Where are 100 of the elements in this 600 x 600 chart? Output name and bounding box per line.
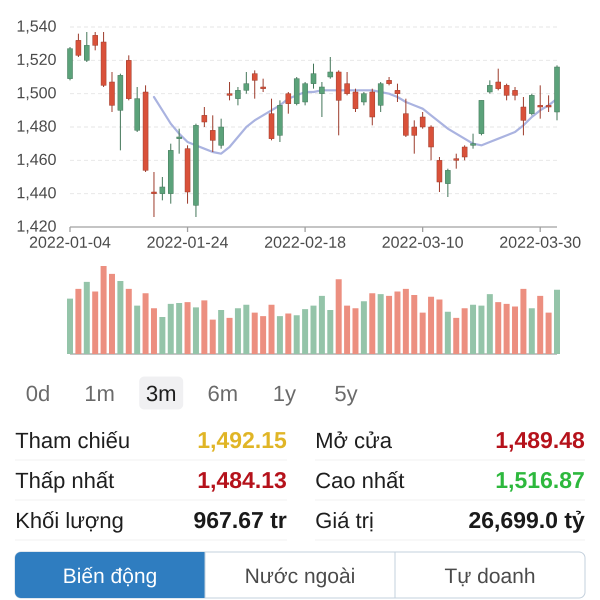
bar — [394, 292, 400, 354]
candlestick — [512, 86, 518, 101]
text: 26,699.0 tỷ — [469, 510, 585, 533]
candlestick — [344, 72, 350, 96]
candlestick — [504, 83, 510, 101]
category-label: Giá trị — [316, 512, 372, 532]
bar — [453, 318, 460, 354]
candlestick — [235, 86, 241, 106]
bar — [470, 304, 476, 354]
category-label: 3m — [146, 386, 176, 402]
bar — [176, 302, 182, 354]
bar — [478, 306, 484, 354]
bar — [294, 315, 300, 354]
bar — [168, 304, 174, 354]
bar — [444, 312, 451, 354]
bar — [75, 288, 82, 354]
bar — [234, 308, 241, 354]
candlestick — [529, 93, 535, 116]
candlestick — [244, 72, 250, 94]
candlestick — [420, 112, 426, 130]
bar — [201, 300, 208, 354]
bar — [218, 310, 224, 354]
bar — [150, 308, 157, 354]
category-label: Nước ngoài — [246, 568, 354, 588]
candlestick — [252, 70, 258, 100]
category-label: 1y — [274, 386, 296, 406]
bar — [243, 304, 250, 354]
bar — [310, 306, 316, 354]
bar — [504, 304, 510, 354]
category-label: Tự doanh — [444, 568, 534, 586]
bar — [252, 312, 258, 354]
candlestick — [176, 128, 182, 154]
bar — [159, 317, 166, 354]
bar — [226, 318, 233, 354]
candlestick — [202, 106, 208, 128]
bar — [386, 296, 392, 354]
text: 1,489.48 — [496, 432, 584, 452]
bar — [318, 296, 325, 354]
bar — [360, 301, 367, 354]
candlestick — [328, 56, 334, 80]
bar — [546, 312, 552, 354]
bar — [327, 310, 334, 354]
candlestick — [470, 133, 476, 150]
category-label: Mở cửa — [317, 431, 392, 448]
bar — [462, 308, 468, 354]
candlestick — [286, 92, 292, 114]
text: 967.67 tr — [194, 512, 286, 528]
bar — [184, 302, 191, 354]
text: 1,492.15 — [198, 432, 286, 452]
bar — [285, 314, 292, 354]
bar — [142, 293, 149, 354]
bar — [486, 294, 493, 354]
y-tick-label: 1,520 — [18, 54, 56, 67]
y-tick-label: 1,480 — [18, 120, 56, 134]
x-tick-label: 2022-03-30 — [500, 236, 580, 248]
candlestick — [361, 92, 367, 106]
candlestick — [210, 114, 216, 153]
candlestick — [546, 94, 552, 113]
x-tick-label: 2022-02-18 — [264, 236, 346, 248]
candlestick — [537, 84, 543, 120]
candlestick — [92, 32, 98, 51]
bar — [260, 316, 266, 354]
candlestick — [495, 68, 501, 91]
bar — [512, 306, 518, 354]
candlestick — [218, 118, 224, 150]
x-tick-label: 2022-01-24 — [147, 236, 228, 248]
bar — [336, 279, 342, 354]
text: 1,484.13 — [198, 472, 286, 492]
candlestick — [302, 82, 308, 106]
candlestick — [319, 82, 325, 118]
candlestick — [378, 82, 384, 113]
bar — [84, 282, 90, 354]
bar — [126, 288, 132, 354]
candlestick — [462, 144, 468, 161]
bar — [537, 296, 544, 354]
bar — [134, 306, 140, 354]
category-label: 0d — [26, 385, 49, 402]
bar — [528, 308, 535, 354]
category-label: 6m — [208, 386, 237, 402]
candlestick — [411, 120, 418, 154]
y-tick-label: 1,460 — [18, 154, 56, 167]
candlestick — [487, 80, 493, 94]
category-label: Tham chiếu — [16, 431, 129, 448]
candlestick — [445, 168, 451, 198]
bar — [276, 316, 283, 354]
category-label: Thấp nhất — [16, 471, 114, 493]
x-tick-label: 2022-03-10 — [382, 236, 463, 248]
category-label: 5y — [335, 386, 358, 406]
bar — [192, 307, 199, 354]
candlestick — [403, 98, 409, 138]
bar — [92, 292, 98, 354]
bar — [520, 288, 526, 354]
bar — [495, 302, 502, 354]
candlestick — [109, 72, 115, 113]
category-label: Cao nhất — [316, 471, 404, 488]
y-tick-label: 1,500 — [18, 87, 56, 100]
category-label: Khối lượng — [17, 511, 122, 533]
bar — [420, 312, 426, 354]
candlestick — [453, 153, 460, 170]
text: 1,516.87 — [496, 472, 584, 492]
